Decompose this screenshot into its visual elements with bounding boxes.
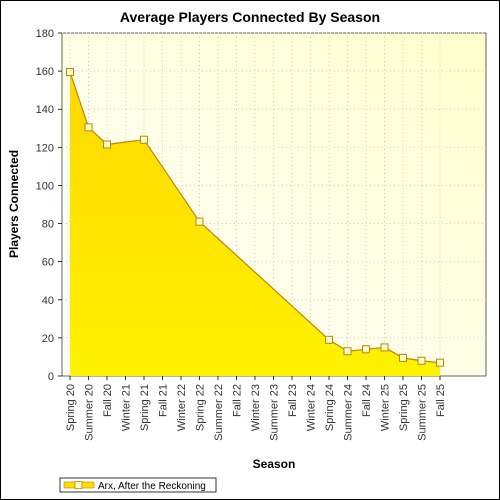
y-tick-label: 40 [42,295,54,307]
legend: Arx, After the Reckoning [59,477,217,493]
y-axis-label: Players Connected [7,150,21,258]
x-tick-label: Summer 25 [417,384,429,441]
legend-marker [74,481,83,489]
y-tick-label: 80 [42,219,54,231]
x-tick-label: Fall 21 [158,384,170,417]
x-axis-label: Season [253,457,296,471]
series-markers [66,68,444,367]
x-tick-label: Summer 23 [269,384,281,441]
x-tick-label: Spring 22 [195,384,207,431]
x-tick-label: Fall 20 [102,384,114,417]
y-tick-label: 20 [42,333,54,345]
y-tick-label: 180 [36,28,54,40]
x-tick-label: Fall 23 [287,384,299,417]
data-point [380,343,389,352]
x-tick-label: Spring 21 [139,384,151,431]
x-tick-label: Winter 22 [176,384,188,431]
x-tick-label: Summer 22 [213,384,225,441]
x-tick-label: Winter 24 [306,384,318,431]
x-tick-label: Summer 20 [84,384,96,441]
data-point [140,135,148,144]
x-tick-label: Summer 24 [343,384,355,441]
series-area-fill [70,72,440,376]
y-tick-label: 120 [36,142,54,154]
data-point [417,356,426,365]
axes: 0 20 40 60 80 100 120 140 160 180 Spring 20 Summer … [36,28,447,441]
legend-label: Arx, After the Reckoning [98,481,206,492]
x-tick-label: Winter 25 [380,384,392,431]
x-tick-label: Spring 20 [65,384,77,431]
y-tick-label: 60 [42,257,54,269]
x-tick-label: Winter 23 [250,384,262,431]
data-point [325,335,333,344]
data-point [195,217,204,226]
y-tick-label: 100 [36,180,54,192]
x-tick-label: Winter 21 [121,384,133,431]
x-tick-label: Fall 24 [361,384,373,417]
data-point [66,68,74,77]
x-tick-label: Spring 24 [324,384,336,431]
x-tick-label: Fall 22 [232,384,244,417]
y-tick-label: 140 [36,104,54,116]
y-tick-label: 160 [36,66,54,78]
data-point [399,353,407,362]
x-tick-label: Fall 25 [435,384,447,417]
data-point [436,358,444,367]
data-point [343,347,352,356]
data-point [84,123,93,132]
data-point [103,140,111,149]
legend-box [59,477,217,493]
data-point [362,345,370,354]
x-tick-label: Spring 25 [398,384,410,431]
chart-title: Average Players Connected By Season [120,9,380,25]
y-tick-label: 0 [48,371,54,383]
